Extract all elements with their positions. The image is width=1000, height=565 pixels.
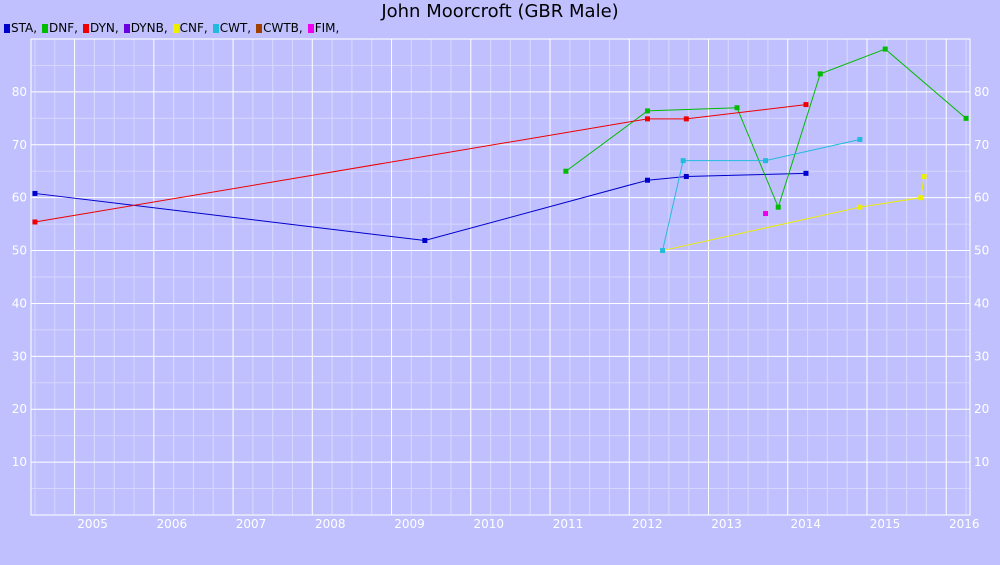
y-tick-label-left: 50	[12, 244, 27, 258]
data-point-fim	[763, 211, 769, 217]
data-point-cnf	[918, 195, 924, 201]
data-point-cwt	[660, 248, 666, 254]
data-point-cwt	[680, 158, 686, 164]
x-tick-label: 2012	[632, 517, 663, 531]
x-tick-label: 2013	[711, 517, 742, 531]
chart-title: John Moorcroft (GBR Male)	[381, 1, 619, 22]
x-tick-label: 2009	[394, 517, 425, 531]
data-point-dyn	[803, 102, 809, 108]
data-point-dnf	[963, 115, 969, 121]
legend-label: FIM,	[314, 21, 340, 35]
data-point-dnf	[775, 204, 781, 210]
legend-label: DYN,	[89, 21, 119, 35]
x-tick-label: 2010	[474, 517, 505, 531]
y-tick-label-right: 70	[974, 138, 989, 152]
series-line-sta	[34, 172, 806, 242]
y-tick-label-left: 80	[12, 85, 27, 99]
legend-swatch	[212, 24, 219, 33]
data-point-cwt	[763, 158, 769, 164]
legend-swatch	[256, 24, 263, 33]
legend-swatch	[307, 24, 314, 33]
legend-item-fim: FIM,	[307, 21, 340, 35]
x-tick-label: 2007	[236, 517, 267, 531]
legend-swatch	[172, 24, 179, 33]
y-tick-label-left: 30	[12, 349, 27, 363]
data-point-sta	[32, 190, 38, 196]
data-point-dyn	[683, 116, 689, 122]
legend-item-sta: STA,	[4, 21, 37, 35]
data-point-dnf	[644, 108, 650, 114]
x-tick-label: 2014	[790, 517, 821, 531]
series-line-cwt	[662, 139, 860, 251]
y-tick-label-right: 20	[974, 402, 989, 416]
data-point-cnf	[921, 174, 927, 180]
legend-item-dnf: DNF,	[42, 21, 78, 35]
legend-swatch	[123, 24, 130, 33]
legend-item-dyn: DYN,	[82, 21, 119, 35]
plot-frame	[30, 38, 971, 516]
x-tick-label: 2005	[77, 517, 108, 531]
data-point-sta	[803, 170, 809, 176]
data-point-dnf	[817, 71, 823, 77]
legend-item-cnf: CNF,	[172, 21, 208, 35]
legend-label: DNF,	[49, 21, 78, 35]
legend-label: STA,	[11, 21, 38, 35]
data-point-dnf	[882, 46, 888, 52]
x-tick-label: 2006	[157, 517, 188, 531]
series-line-cnf	[662, 176, 925, 252]
legend-label: CNF,	[179, 21, 208, 35]
y-tick-label-left: 20	[12, 402, 27, 416]
y-tick-label-left: 40	[12, 296, 27, 310]
series-line-dnf	[565, 48, 967, 209]
data-point-dyn	[644, 116, 650, 122]
data-point-dnf	[734, 105, 740, 111]
y-tick-label-right: 30	[974, 349, 989, 363]
chart-legend: STA, DNF, DYN, DYNB, CNF, CWT, CWTB, FIM,	[4, 21, 344, 35]
x-tick-label: 2015	[870, 517, 901, 531]
legend-item-cwt: CWT,	[212, 21, 252, 35]
legend-swatch	[4, 24, 10, 33]
series-line-dyn	[34, 104, 807, 223]
y-tick-label-left: 70	[12, 138, 27, 152]
y-tick-label-right: 80	[974, 85, 989, 99]
y-tick-label-left: 60	[12, 191, 27, 205]
x-tick-label: 2008	[315, 517, 346, 531]
y-tick-label-right: 10	[974, 455, 989, 469]
y-tick-label-right: 40	[974, 296, 989, 310]
legend-label: CWTB,	[263, 21, 303, 35]
y-tick-label-left: 10	[12, 455, 27, 469]
x-tick-label: 2016	[949, 517, 980, 531]
data-point-sta	[422, 238, 428, 244]
data-point-cwt	[857, 136, 863, 142]
legend-item-cwtb: CWTB,	[256, 21, 303, 35]
data-point-sta	[644, 177, 650, 183]
y-tick-label-right: 50	[974, 244, 989, 258]
data-point-sta	[683, 174, 689, 180]
x-tick-label: 2011	[553, 517, 584, 531]
legend-swatch	[82, 24, 89, 33]
legend-label: CWT,	[219, 21, 252, 35]
data-point-dyn	[32, 219, 38, 225]
legend-label: DYNB,	[130, 21, 168, 35]
legend-swatch	[42, 24, 49, 33]
y-tick-label-right: 60	[974, 191, 989, 205]
data-point-cnf	[857, 204, 863, 210]
legend-item-dynb: DYNB,	[123, 21, 168, 35]
data-point-dnf	[563, 168, 569, 174]
